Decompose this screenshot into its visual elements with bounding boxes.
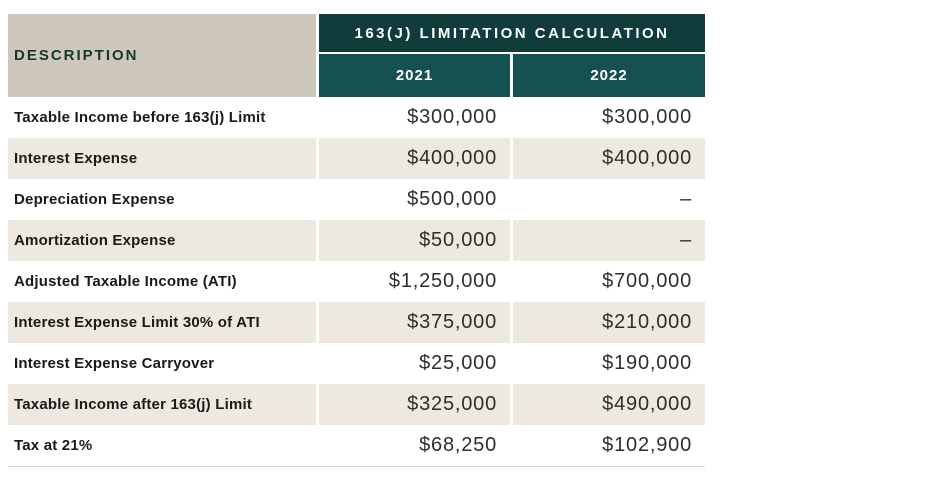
column-header-2022: 2022 bbox=[513, 54, 705, 97]
table-title: 163(J) LIMITATION CALCULATION bbox=[319, 14, 705, 52]
row-label: Depreciation Expense bbox=[14, 191, 175, 208]
table-row-value-2022-cell: $190,000 bbox=[513, 343, 705, 384]
table-row-value-2021-cell: $400,000 bbox=[319, 138, 510, 179]
row-value-2022: $400,000 bbox=[602, 147, 692, 169]
table-row-value-2022-cell: $400,000 bbox=[513, 138, 705, 179]
row-value-2021: $325,000 bbox=[407, 393, 497, 415]
table-rows: Taxable Income before 163(j) Limit $300,… bbox=[8, 97, 705, 467]
row-value-2022: $700,000 bbox=[602, 270, 692, 292]
table-row-value-2021-cell: $50,000 bbox=[319, 220, 510, 261]
row-value-2022: $300,000 bbox=[602, 106, 692, 128]
row-value-2021: $1,250,000 bbox=[388, 270, 497, 292]
row-label: Adjusted Taxable Income (ATI) bbox=[14, 273, 237, 290]
limitation-calculation-table: DESCRIPTION 163(J) LIMITATION CALCULATIO… bbox=[8, 14, 705, 467]
row-value-2021: $50,000 bbox=[419, 229, 497, 251]
row-value-2022: – bbox=[680, 188, 692, 210]
row-value-2022: $490,000 bbox=[602, 393, 692, 415]
table-row-label-cell: Amortization Expense bbox=[8, 220, 316, 261]
row-value-2022: – bbox=[680, 229, 692, 251]
table-row-label-cell: Depreciation Expense bbox=[8, 179, 316, 220]
table-row-value-2022-cell: $490,000 bbox=[513, 384, 705, 425]
table-row-value-2022-cell: – bbox=[513, 220, 705, 261]
table-row-value-2021-cell: $68,250 bbox=[319, 425, 510, 466]
table-row-label-cell: Taxable Income after 163(j) Limit bbox=[8, 384, 316, 425]
table-row-label-cell: Tax at 21% bbox=[8, 425, 316, 466]
table-row-value-2022-cell: – bbox=[513, 179, 705, 220]
table-row-value-2022-cell: $700,000 bbox=[513, 261, 705, 302]
row-value-2021: $400,000 bbox=[407, 147, 497, 169]
table-row-value-2022-cell: $102,900 bbox=[513, 425, 705, 466]
description-header-cell: DESCRIPTION bbox=[8, 14, 316, 97]
table-header: DESCRIPTION 163(J) LIMITATION CALCULATIO… bbox=[8, 14, 705, 97]
description-header-label: DESCRIPTION bbox=[14, 47, 139, 64]
column-header-2021: 2021 bbox=[319, 54, 510, 97]
row-value-2021: $68,250 bbox=[419, 434, 497, 456]
row-value-2021: $300,000 bbox=[407, 106, 497, 128]
row-label: Interest Expense Limit 30% of ATI bbox=[14, 314, 260, 331]
table-row-value-2022-cell: $210,000 bbox=[513, 302, 705, 343]
table-row-value-2021-cell: $1,250,000 bbox=[319, 261, 510, 302]
row-label: Taxable Income after 163(j) Limit bbox=[14, 396, 253, 413]
row-label: Interest Expense bbox=[14, 150, 138, 167]
row-value-2021: $375,000 bbox=[407, 311, 497, 333]
table-row-value-2022-cell: $300,000 bbox=[513, 97, 705, 138]
row-label: Amortization Expense bbox=[14, 232, 176, 249]
row-value-2021: $500,000 bbox=[407, 188, 497, 210]
table-row-value-2021-cell: $375,000 bbox=[319, 302, 510, 343]
row-label: Tax at 21% bbox=[14, 437, 93, 454]
table-row-label-cell: Interest Expense Carryover bbox=[8, 343, 316, 384]
table-row-value-2021-cell: $325,000 bbox=[319, 384, 510, 425]
row-label: Taxable Income before 163(j) Limit bbox=[14, 109, 266, 126]
table-row-label-cell: Interest Expense bbox=[8, 138, 316, 179]
table-row-label-cell: Adjusted Taxable Income (ATI) bbox=[8, 261, 316, 302]
row-value-2022: $102,900 bbox=[602, 434, 692, 456]
table-row-label-cell: Interest Expense Limit 30% of ATI bbox=[8, 302, 316, 343]
table-row-value-2021-cell: $500,000 bbox=[319, 179, 510, 220]
row-value-2021: $25,000 bbox=[419, 352, 497, 374]
table-row-value-2021-cell: $25,000 bbox=[319, 343, 510, 384]
table-row-value-2021-cell: $300,000 bbox=[319, 97, 510, 138]
row-label: Interest Expense Carryover bbox=[14, 355, 215, 372]
row-value-2022: $210,000 bbox=[602, 311, 692, 333]
row-value-2022: $190,000 bbox=[602, 352, 692, 374]
table-row-label-cell: Taxable Income before 163(j) Limit bbox=[8, 97, 316, 138]
